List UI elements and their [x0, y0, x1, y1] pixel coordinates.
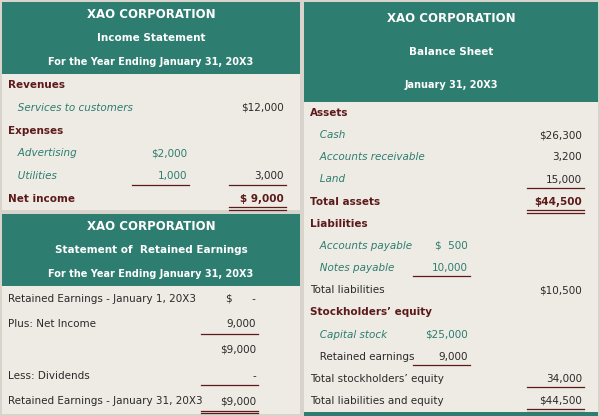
- Text: For the Year Ending January 31, 20X3: For the Year Ending January 31, 20X3: [49, 269, 254, 279]
- Text: Retained Earnings - January 1, 20X3: Retained Earnings - January 1, 20X3: [8, 294, 196, 304]
- Text: 3,000: 3,000: [254, 171, 284, 181]
- Text: Retained Earnings - January 31, 20X3: Retained Earnings - January 31, 20X3: [8, 396, 203, 406]
- Text: Retained earnings: Retained earnings: [310, 352, 415, 362]
- Text: Statement of  Retained Earnings: Statement of Retained Earnings: [55, 245, 247, 255]
- Text: Cash: Cash: [310, 130, 346, 140]
- Text: Assets: Assets: [310, 108, 349, 118]
- Text: $9,000: $9,000: [220, 396, 256, 406]
- Bar: [2, 2, 300, 74]
- Bar: [304, 2, 598, 102]
- Text: 9,000: 9,000: [439, 352, 468, 362]
- Text: Land: Land: [310, 174, 345, 185]
- Text: XAO CORPORATION: XAO CORPORATION: [386, 12, 515, 25]
- Bar: [2, 74, 300, 210]
- Text: XAO CORPORATION: XAO CORPORATION: [86, 7, 215, 20]
- Text: 9,000: 9,000: [227, 319, 256, 329]
- Text: 15,000: 15,000: [546, 174, 582, 185]
- Text: Income Statement: Income Statement: [97, 33, 205, 43]
- Text: -: -: [252, 371, 256, 381]
- Text: Utilities: Utilities: [8, 171, 57, 181]
- Text: Accounts payable: Accounts payable: [310, 241, 412, 251]
- Text: 10,000: 10,000: [432, 263, 468, 273]
- Text: January 31, 20X3: January 31, 20X3: [404, 80, 498, 90]
- Text: For the Year Ending January 31, 20X3: For the Year Ending January 31, 20X3: [49, 57, 254, 67]
- Text: Total liabilities and equity: Total liabilities and equity: [310, 396, 443, 406]
- Text: Total stockholders’ equity: Total stockholders’ equity: [310, 374, 444, 384]
- Text: $26,300: $26,300: [539, 130, 582, 140]
- Bar: [2, 214, 300, 286]
- Text: Net income: Net income: [8, 194, 75, 204]
- Bar: [304, 102, 598, 412]
- Text: $9,000: $9,000: [220, 345, 256, 355]
- Bar: [2, 286, 300, 414]
- Text: Expenses: Expenses: [8, 126, 63, 136]
- Text: $  500: $ 500: [435, 241, 468, 251]
- Text: Advertising: Advertising: [8, 149, 77, 158]
- Text: Balance Sheet: Balance Sheet: [409, 47, 493, 57]
- Text: $ 9,000: $ 9,000: [240, 194, 284, 204]
- Text: $12,000: $12,000: [241, 103, 284, 113]
- Text: XAO CORPORATION: XAO CORPORATION: [86, 220, 215, 233]
- Text: 3,200: 3,200: [553, 152, 582, 162]
- Text: $44,500: $44,500: [539, 396, 582, 406]
- Text: 1,000: 1,000: [157, 171, 187, 181]
- Text: Notes payable: Notes payable: [310, 263, 394, 273]
- Text: Stockholders’ equity: Stockholders’ equity: [310, 307, 432, 317]
- Text: Total assets: Total assets: [310, 197, 380, 207]
- Text: Accounts receivable: Accounts receivable: [310, 152, 425, 162]
- Text: Liabilities: Liabilities: [310, 219, 368, 229]
- Text: $44,500: $44,500: [534, 197, 582, 207]
- Text: Services to customers: Services to customers: [8, 103, 133, 113]
- Text: Revenues: Revenues: [8, 80, 65, 90]
- Text: Capital stock: Capital stock: [310, 329, 387, 339]
- Text: 34,000: 34,000: [546, 374, 582, 384]
- Text: $2,000: $2,000: [151, 149, 187, 158]
- Text: Total liabilities: Total liabilities: [310, 285, 385, 295]
- Text: $10,500: $10,500: [539, 285, 582, 295]
- Text: Plus: Net Income: Plus: Net Income: [8, 319, 96, 329]
- Text: $      -: $ -: [226, 294, 256, 304]
- Text: Less: Dividends: Less: Dividends: [8, 371, 90, 381]
- Text: $25,000: $25,000: [425, 329, 468, 339]
